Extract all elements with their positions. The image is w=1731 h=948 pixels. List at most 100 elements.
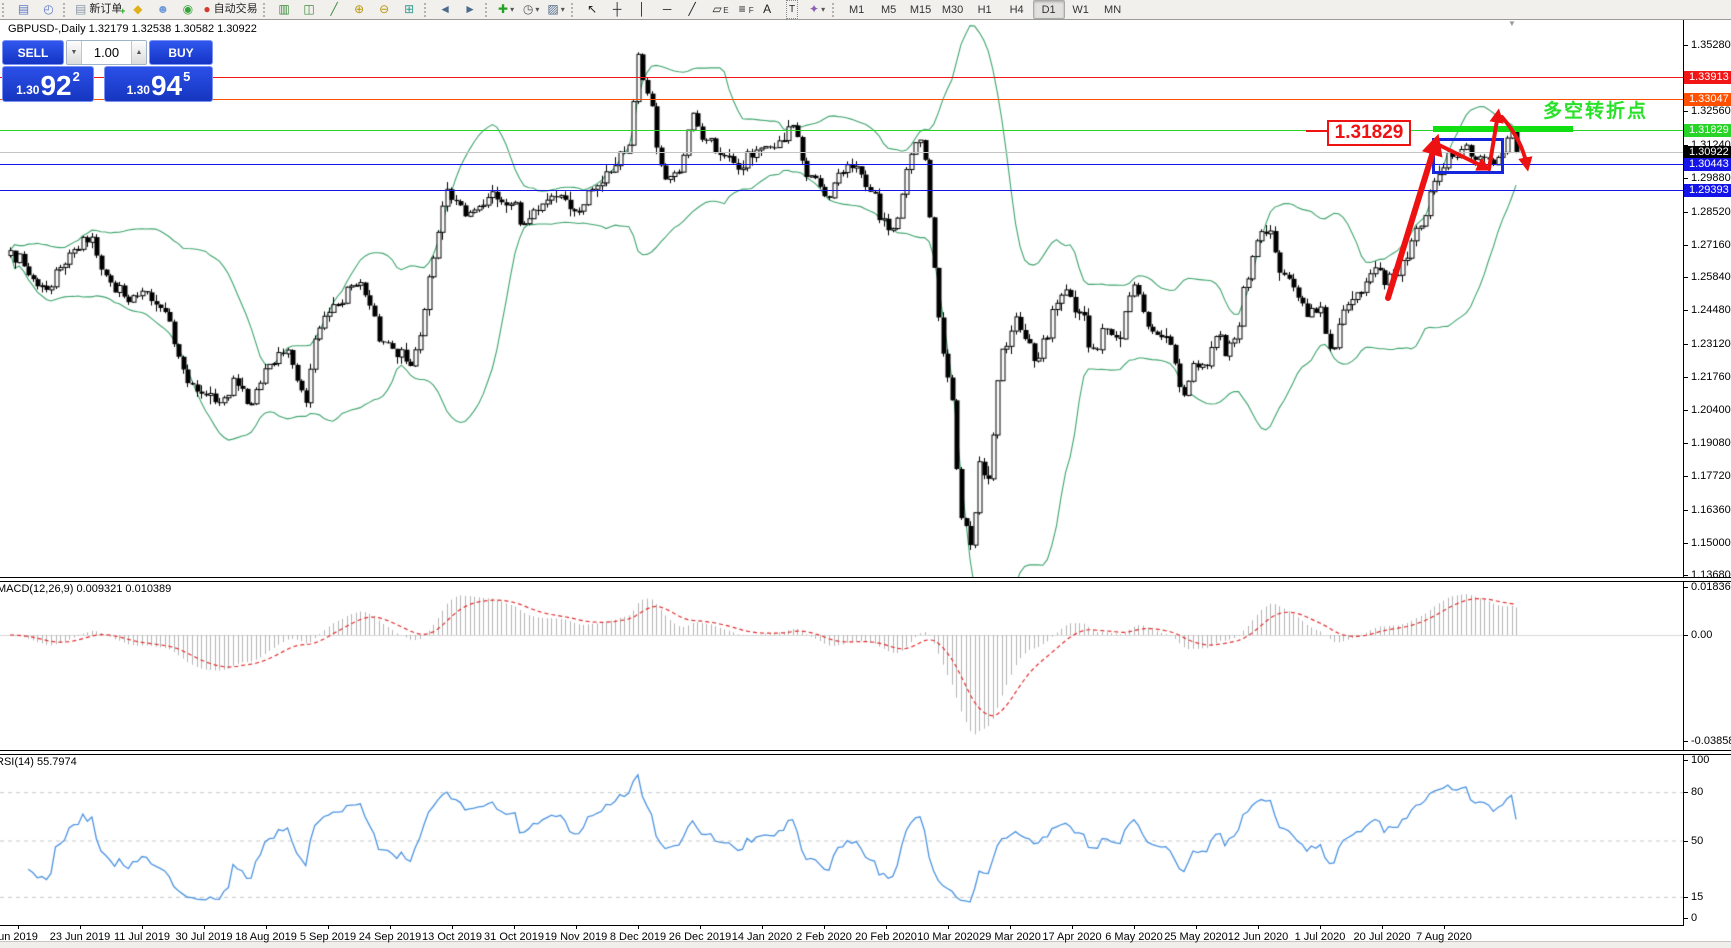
date-tick [886,926,887,929]
axis-tick-label: 1.16360 [1691,504,1731,516]
volume-decrease-button[interactable]: ▼ [67,41,82,64]
volume-input[interactable] [82,41,131,64]
timeframe-button-w1[interactable]: W1 [1072,3,1089,16]
cursor-icon: ↖ [587,2,598,16]
chart-shift-marker[interactable]: ▼ [1508,19,1516,28]
toolbar-button-horizontal-line[interactable]: ─ [655,0,680,19]
chart-bottom-border [0,925,1684,926]
rsi-label: RSI(14) 55.7974 [0,756,77,768]
toolbar-button-tile-windows[interactable]: ⊞ [397,0,422,19]
volume-increase-button[interactable]: ▲ [131,41,146,64]
timeframe-button-mn[interactable]: MN [1104,3,1122,16]
axis-tick [1683,543,1688,544]
horizontal-line[interactable] [0,152,1683,153]
axis-tick [1683,111,1688,112]
date-label: 18 Aug 2019 [235,931,297,943]
macd-rsi-splitter[interactable] [0,750,1731,755]
timeframe-button-m5[interactable]: M5 [880,3,897,16]
date-label: 31 Oct 2019 [484,931,544,943]
toolbar-button-vertical-line[interactable]: │ [630,0,655,19]
rsi-indicator-canvas[interactable] [0,753,1683,925]
toolbar-button-indicators[interactable]: ✚ ▾ [494,0,519,19]
toolbar-button-auto-scroll[interactable]: ◄ [433,0,458,19]
chevron-down-icon: ▾ [535,5,540,14]
timeframe-button-m1[interactable]: M1 [848,3,865,16]
axis-tick-label: 0.018369 [1691,581,1731,593]
toolbar-button-signals[interactable]: ◉ [175,0,200,19]
timeframe-button-h1[interactable]: H1 [977,3,992,16]
periods-icon: ◷ [522,2,534,16]
history-icon: ◆ [133,2,143,16]
toolbar-button-text-label[interactable]: T [780,0,805,19]
timeframe-button-m30[interactable]: M30 [941,3,964,16]
buy-button[interactable]: BUY [149,40,213,65]
axis-tick-label: 1.15000 [1691,537,1731,549]
horizontal-line[interactable] [0,77,1683,78]
horizontal-line[interactable] [0,164,1683,165]
date-label: 7 Aug 2020 [1416,931,1472,943]
buy-price-pip: 5 [183,69,191,84]
toolbar-button-zoom-in[interactable]: ⊕ [347,0,372,19]
horizontal-line[interactable] [0,190,1683,191]
toolbar-button-text[interactable]: A [755,0,780,19]
toolbar-button-community[interactable]: ☻ [150,0,175,19]
strategy-tester-icon: ◴ [43,2,54,16]
axis-tick [1683,841,1688,842]
axis-tick [1683,45,1688,46]
axis-tick [1683,443,1688,444]
toolbar-button-chart-window[interactable]: ▤ [11,0,36,19]
price-level-badge: 1.33913 [1684,71,1731,84]
timeframe-button-h4[interactable]: H4 [1009,3,1024,16]
toolbar-button-cursor[interactable]: ↖ [580,0,605,19]
consolidation-rectangle[interactable] [1432,138,1504,174]
buy-price-main: 94 [150,70,183,101]
toolbar-button-history[interactable]: ◆ [125,0,150,19]
toolbar-button-arrows[interactable]: ✦ ▾ [805,0,830,19]
macd-indicator-canvas[interactable] [0,580,1683,750]
annotation-text[interactable]: 多空转折点 [1543,101,1649,122]
toolbar-button-crosshair[interactable]: ┼ [605,0,630,19]
date-tick [80,926,81,929]
toolbar-button-autotrading[interactable]: ● 自动交易 [200,0,260,19]
toolbar-button-periods[interactable]: ◷ ▾ [519,0,544,19]
sell-button[interactable]: SELL [2,40,64,65]
toolbar-button-trendline[interactable]: ╱ [680,0,705,19]
main-chart-canvas[interactable] [0,19,1683,577]
axis-tick-label: 50 [1691,835,1704,847]
toolbar-button-channel[interactable]: ▱ E [705,0,730,19]
toolbar-button-line-chart[interactable]: ╱ [322,0,347,19]
pivot-level-bar[interactable] [1433,126,1573,132]
main-macd-splitter[interactable] [0,577,1731,582]
toolbar-button-candlestick[interactable]: ◫ [297,0,322,19]
toolbar-button-new-order[interactable]: ▤ + 新订单 [72,0,125,19]
horizontal-line-icon: ─ [662,2,672,16]
axis-tick [1683,510,1688,511]
sell-price-prefix: 1.30 [16,83,40,97]
toolbar-button-strategy-tester[interactable]: ◴ [36,0,61,19]
price-callout-box[interactable]: 1.31829 [1327,120,1411,146]
date-tick [204,926,205,929]
date-label: 20 Feb 2020 [855,931,917,943]
timeframe-button-d1[interactable]: D1 [1032,0,1065,19]
chart-shift-icon: ► [464,2,477,16]
buy-price-display[interactable]: 1.30 94 5 [104,66,213,102]
horizontal-line[interactable] [0,99,1683,100]
toolbar-button-chart-shift[interactable]: ► [458,0,483,19]
status-strip [0,941,1731,948]
timeframe-button-m15[interactable]: M15 [909,3,932,16]
date-label: 10 Mar 2020 [917,931,979,943]
sell-price-pip: 2 [72,69,80,84]
toolbar-button-fibonacci[interactable]: ≡ F [730,0,755,19]
axis-tick-label: 1.35280 [1691,39,1731,51]
auto-scroll-icon: ◄ [439,2,452,16]
date-tick [1134,926,1135,929]
toolbar-button-zoom-out[interactable]: ⊖ [372,0,397,19]
date-tick [638,926,639,929]
toolbar-button-bar-chart[interactable]: ▥ [272,0,297,19]
price-level-badge: 1.29393 [1684,184,1731,197]
sell-price-display[interactable]: 1.30 92 2 [2,66,94,102]
buy-price-prefix: 1.30 [126,83,150,97]
horizontal-line[interactable] [0,130,1683,131]
toolbar-button-templates[interactable]: ▨ ▾ [544,0,569,19]
chevron-down-icon: ▾ [510,5,515,14]
